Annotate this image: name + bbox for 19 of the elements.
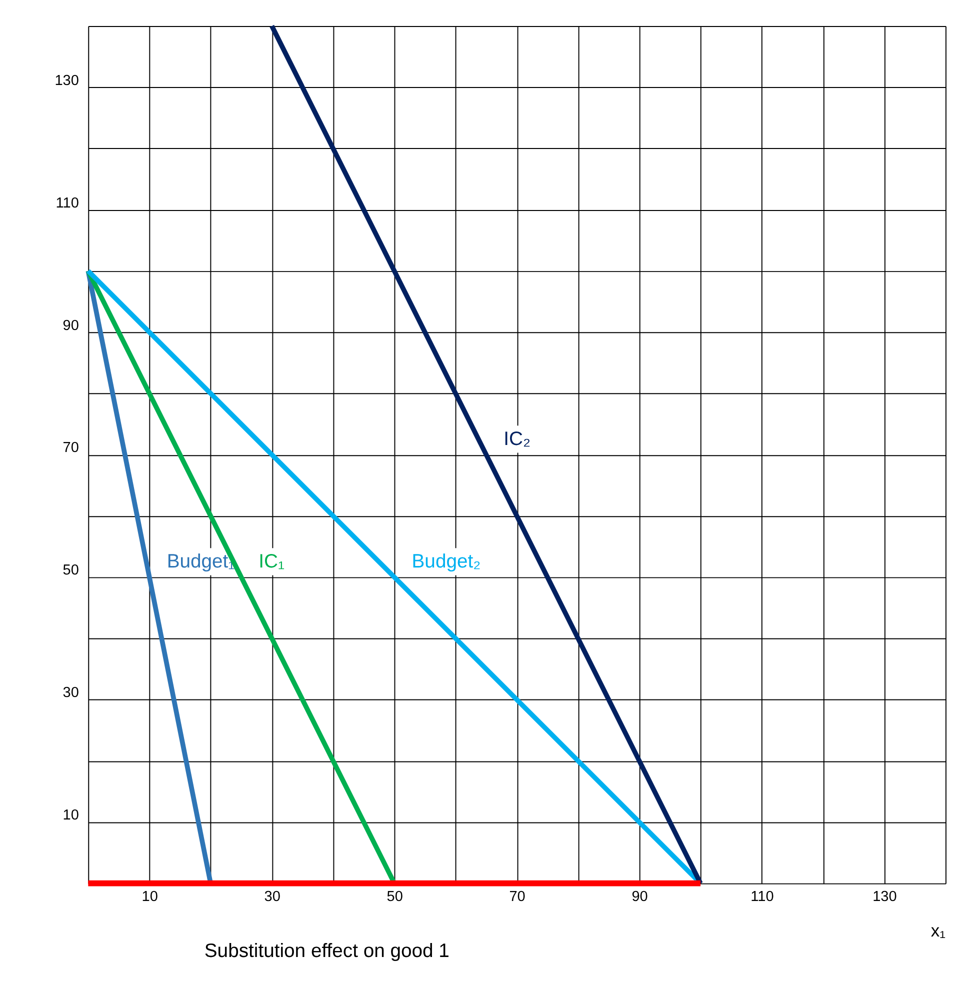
y-tick-label: 130	[54, 72, 79, 89]
x-tick-label: 110	[750, 889, 774, 906]
x-tick-label: 30	[264, 889, 280, 906]
series-label: IC₂	[504, 428, 531, 450]
y-tick-label: 30	[62, 685, 79, 702]
series-label: Budget₂	[412, 550, 481, 572]
x-tick-label: 10	[142, 889, 158, 906]
x-axis-title: x₁	[930, 920, 946, 941]
y-tick-label: 110	[56, 195, 79, 212]
x-tick-label: 50	[386, 889, 403, 906]
y-tick-label: 70	[62, 440, 79, 456]
y-tick-label: 50	[62, 562, 79, 579]
x-tick-label: 90	[632, 889, 648, 906]
text: Substitution effect on good 1	[204, 940, 450, 962]
y-tick-label: 10	[62, 808, 79, 824]
series-label: IC₁	[258, 550, 286, 572]
x-tick-label: 130	[872, 889, 897, 906]
x-tick-label: 70	[509, 889, 526, 906]
y-tick-label: 90	[62, 318, 79, 334]
